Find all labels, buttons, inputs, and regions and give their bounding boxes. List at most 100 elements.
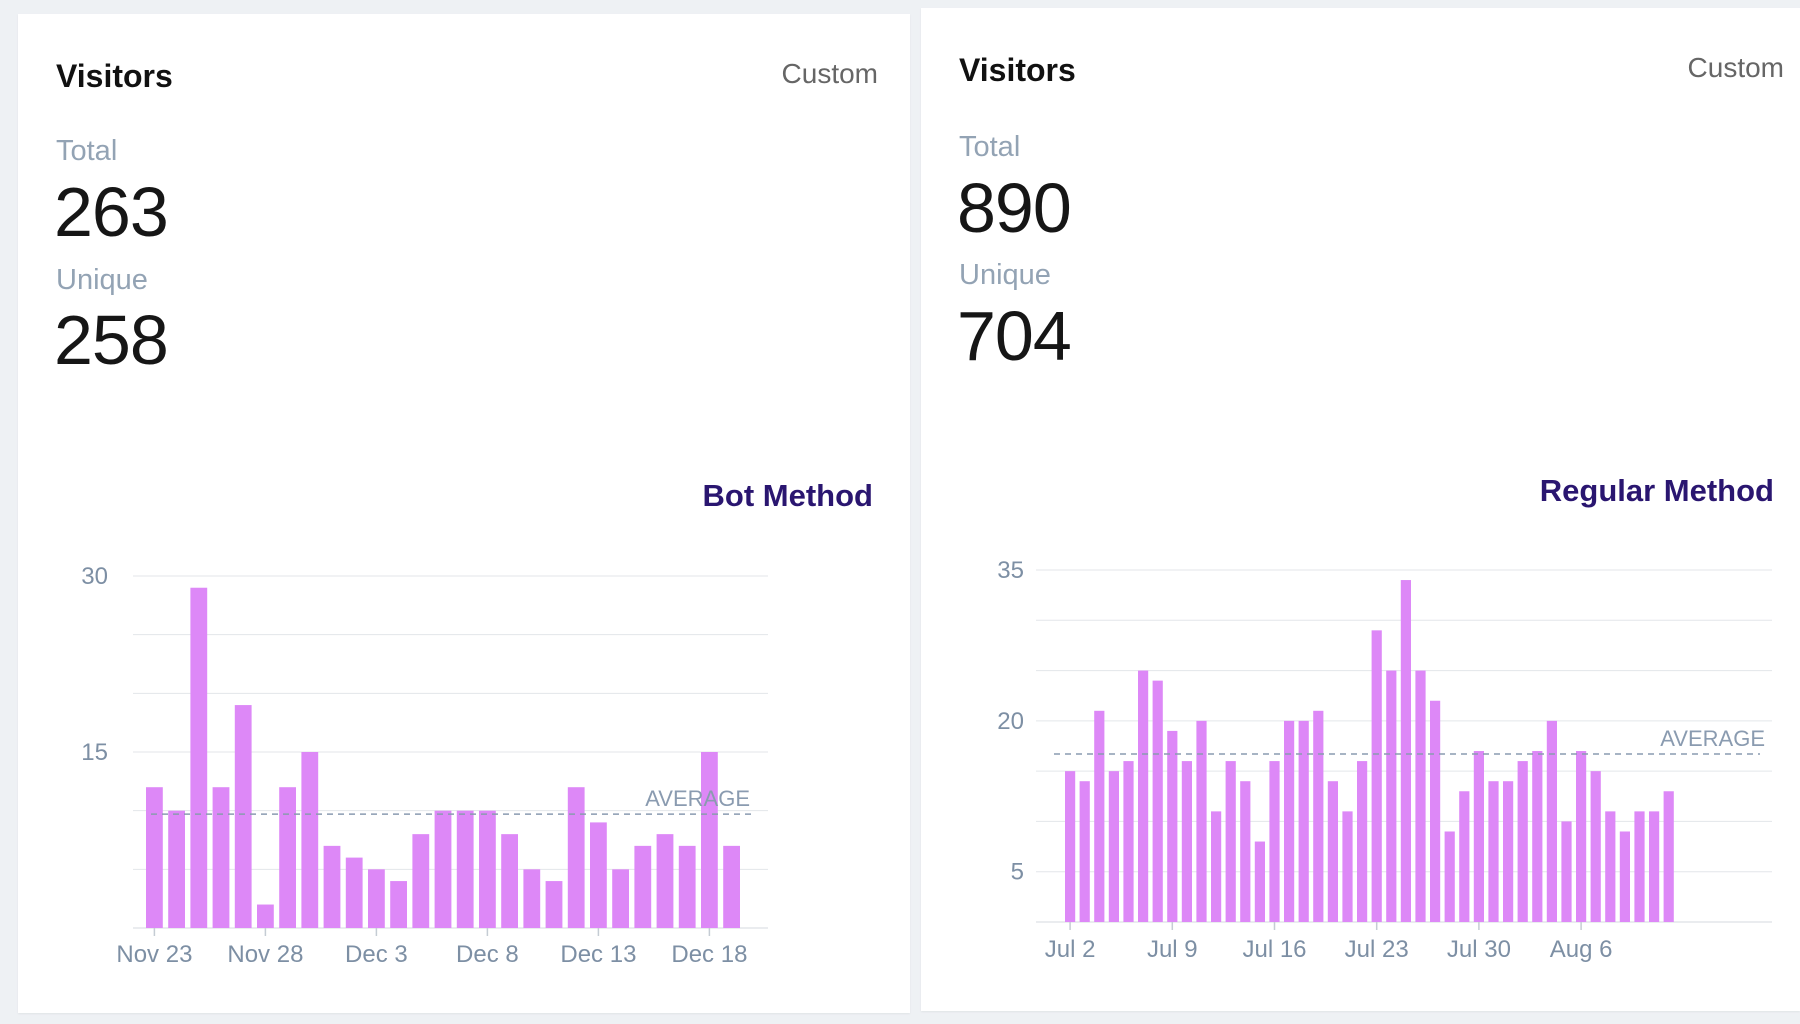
visitors-bar-chart: 5 20 35 AVERAGE Jul 2 Jul 9 Jul 16 Jul 23 Jul 30…: [997, 557, 1772, 963]
x-tick-label: Nov 23: [116, 941, 192, 968]
bar: [1371, 630, 1382, 922]
bar: [1065, 771, 1076, 922]
bar: [456, 810, 474, 928]
bar: [723, 845, 740, 928]
x-tick-label: Dec 18: [671, 941, 747, 968]
bar: [545, 881, 563, 928]
bar: [479, 810, 496, 928]
bar: [1327, 781, 1338, 922]
y-tick-label: 30: [81, 563, 108, 590]
bar: [656, 834, 674, 928]
method-label: Regular Method: [1539, 473, 1774, 508]
x-tick-label: Jul 16: [1242, 936, 1306, 963]
card-title: Visitors: [56, 58, 173, 94]
bar: [168, 810, 185, 928]
visitors-bar-chart: 15 30 AVERAGE Nov 23 Nov 28 Dec 3 Dec 8 Dec 13 D…: [81, 563, 768, 968]
bar: [212, 787, 230, 928]
y-tick-label: 35: [997, 557, 1024, 584]
bar: [1108, 771, 1119, 922]
bar: [1532, 751, 1543, 922]
bar: [1196, 720, 1207, 922]
date-range-selector[interactable]: Custom: [781, 58, 878, 89]
bar: [590, 822, 607, 928]
bar: [501, 834, 518, 928]
bar: [1357, 761, 1368, 922]
x-tick-label: Dec 3: [345, 941, 408, 968]
y-tick-label: 20: [997, 708, 1024, 735]
bar: [1342, 811, 1353, 922]
bar: [1094, 710, 1105, 922]
x-tick-label: Dec 8: [456, 941, 519, 968]
bar: [1634, 811, 1645, 922]
bar: [1123, 761, 1134, 922]
unique-label: Unique: [56, 264, 148, 296]
bar: [634, 845, 652, 928]
x-tick-label: Jul 30: [1447, 936, 1511, 963]
x-tick-label: Aug 6: [1550, 936, 1613, 963]
bar: [1152, 680, 1163, 922]
bar: [1649, 811, 1660, 922]
visitors-card-bot: Visitors Custom Total 263 Unique 258 Bot…: [18, 14, 910, 1013]
bar: [1254, 841, 1265, 922]
bar: [1619, 831, 1630, 922]
bar: [1284, 720, 1295, 922]
x-tick-label: Jul 2: [1045, 936, 1096, 963]
bar: [1269, 761, 1280, 922]
bar: [190, 587, 208, 928]
bar: [1663, 791, 1674, 922]
bar: [1444, 831, 1455, 922]
bar: [1415, 670, 1426, 922]
average-label: AVERAGE: [645, 786, 750, 811]
bar: [1473, 751, 1484, 922]
unique-label: Unique: [959, 259, 1051, 291]
bar: [323, 845, 341, 928]
x-tick-label: Dec 13: [560, 941, 636, 968]
bar: [146, 787, 163, 928]
x-tick-label: Jul 9: [1147, 936, 1198, 963]
bar: [612, 869, 629, 928]
bar: [1298, 720, 1309, 922]
visitors-card-regular: Visitors Custom Total 890 Unique 704 Reg…: [921, 8, 1800, 1011]
bar: [1503, 781, 1514, 922]
bar: [1459, 791, 1470, 922]
card-title: Visitors: [959, 52, 1076, 88]
bar: [523, 869, 541, 928]
y-tick-label: 15: [81, 739, 108, 766]
method-label: Bot Method: [702, 478, 873, 513]
bar: [1313, 710, 1324, 922]
bar: [1181, 761, 1192, 922]
total-label: Total: [56, 135, 118, 167]
bar: [368, 869, 385, 928]
total-value: 263: [54, 173, 169, 251]
bar: [567, 787, 585, 928]
bar: [1211, 811, 1222, 922]
bar: [1400, 580, 1411, 922]
bar: [1386, 670, 1397, 922]
bar: [1561, 821, 1572, 922]
bar: [1488, 781, 1499, 922]
bar: [301, 752, 319, 928]
date-range-selector[interactable]: Custom: [1687, 52, 1784, 83]
y-tick-label: 5: [1011, 859, 1024, 886]
unique-value: 704: [957, 297, 1072, 375]
bar: [434, 810, 452, 928]
bar: [1430, 700, 1441, 922]
bar: [1167, 730, 1178, 922]
bar: [1079, 781, 1090, 922]
unique-value: 258: [54, 301, 169, 379]
bar: [390, 881, 407, 928]
bar: [1240, 781, 1251, 922]
total-value: 890: [957, 169, 1072, 247]
x-tick-label: Jul 23: [1345, 936, 1409, 963]
x-tick-label: Nov 28: [227, 941, 303, 968]
average-label: AVERAGE: [1660, 726, 1765, 751]
total-label: Total: [959, 131, 1021, 163]
bar: [678, 845, 696, 928]
bar: [1605, 811, 1616, 922]
bar: [1576, 751, 1587, 922]
bar: [1138, 670, 1149, 922]
bar: [234, 705, 252, 928]
bar: [257, 904, 274, 928]
bar: [345, 857, 363, 928]
bar: [1517, 761, 1528, 922]
